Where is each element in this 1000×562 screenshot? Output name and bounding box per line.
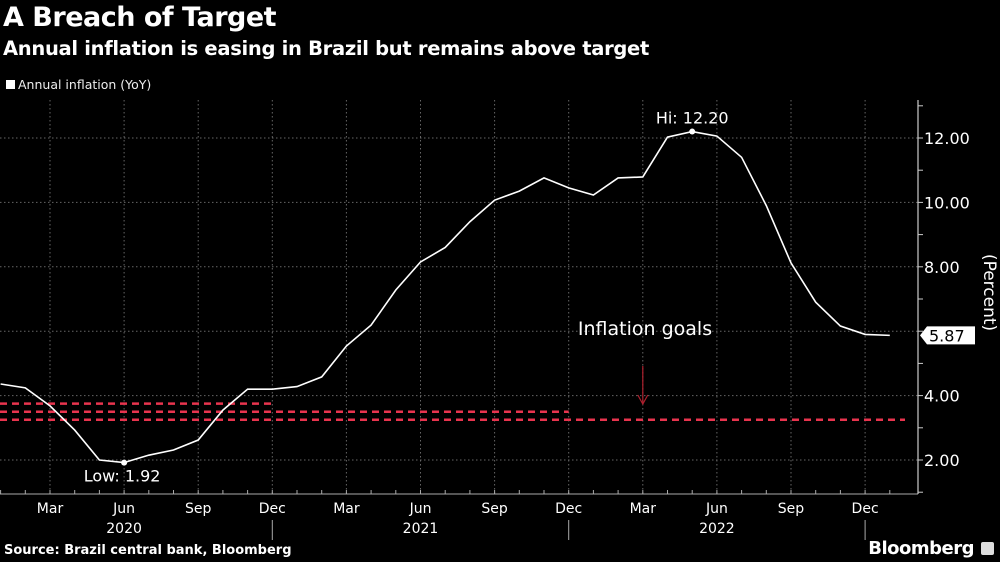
- goals-arrow-head: [637, 394, 649, 406]
- low-point-marker: [121, 459, 128, 466]
- y-tick-label: 8.00: [924, 258, 960, 277]
- legend: Annual inflation (YoY): [6, 77, 151, 92]
- bloomberg-logo: Bloomberg: [868, 538, 974, 559]
- chart-icon: [981, 542, 994, 555]
- x-year-label: 2021: [403, 521, 439, 537]
- series-line: [0, 130, 890, 464]
- low-annotation: Low: 1.92: [84, 467, 161, 486]
- high-annotation: Hi: 12.20: [656, 109, 729, 128]
- x-tick-label: Sep: [778, 501, 805, 517]
- x-tick-label: Jun: [112, 501, 135, 517]
- x-tick-label: Dec: [259, 501, 286, 517]
- x-tick-label: Sep: [481, 501, 508, 517]
- legend-label: Annual inflation (YoY): [18, 77, 152, 92]
- goals-annotation: Inflation goals: [578, 318, 712, 340]
- chart-title: A Breach of Target: [3, 2, 277, 33]
- x-tick-label: Mar: [333, 501, 360, 517]
- last-value-label: 5.87: [929, 326, 965, 345]
- high-point-marker: [689, 128, 696, 135]
- x-year-label: 2020: [106, 521, 142, 537]
- x-tick-label: Mar: [630, 501, 657, 517]
- x-year-label: 2022: [699, 521, 735, 537]
- legend-swatch: [6, 80, 15, 89]
- chart-subtitle: Annual inflation is easing in Brazil but…: [3, 37, 649, 60]
- x-tick-label: Dec: [852, 501, 879, 517]
- y-tick-label: 2.00: [924, 451, 960, 470]
- y-tick-label: 4.00: [924, 387, 960, 406]
- x-tick-label: Sep: [185, 501, 212, 517]
- y-tick-label: 12.00: [924, 129, 970, 148]
- last-value-tag: [920, 326, 975, 345]
- source-note: Source: Brazil central bank, Bloomberg: [4, 543, 292, 558]
- x-tick-label: Mar: [37, 501, 64, 517]
- x-tick-label: Jun: [409, 501, 432, 517]
- y-axis-label: (Percent): [979, 254, 999, 331]
- x-tick-label: Jun: [705, 501, 728, 517]
- y-tick-label: 10.00: [924, 193, 970, 212]
- x-tick-label: Dec: [555, 501, 582, 517]
